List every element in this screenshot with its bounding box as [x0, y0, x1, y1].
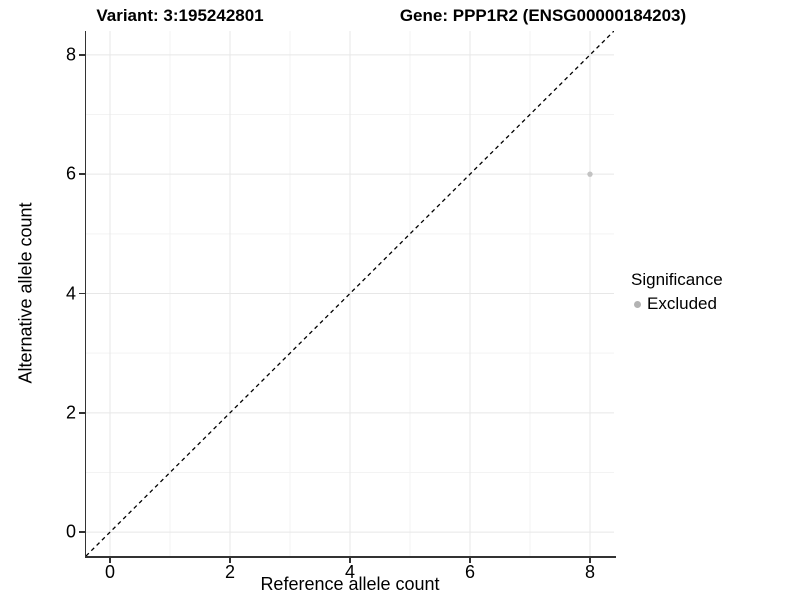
x-tick-mark: [349, 557, 351, 563]
x-axis-line: [84, 556, 616, 558]
x-tick-mark: [589, 557, 591, 563]
y-tick-label: 0: [65, 521, 76, 542]
y-tick-mark: [79, 173, 85, 175]
y-tick-mark: [79, 531, 85, 533]
x-axis-title: Reference allele count: [260, 574, 440, 594]
legend: Significance Excluded: [631, 270, 723, 314]
legend-point-icon: [634, 300, 641, 308]
plot-title-variant: Variant: 3:195242801: [96, 6, 264, 25]
data-point: [587, 171, 593, 177]
y-tick-label: 2: [65, 402, 76, 423]
x-tick-label: 6: [464, 562, 476, 582]
y-tick-label: 6: [65, 163, 76, 184]
y-tick-mark: [79, 54, 85, 56]
y-tick-mark: [79, 292, 85, 295]
plot-panel: [86, 31, 614, 556]
x-tick-mark: [469, 557, 471, 563]
plot-title-gene: Gene: PPP1R2 (ENSG00000184203): [399, 6, 687, 25]
x-tick-mark: [109, 557, 111, 563]
x-tick-label: 4: [344, 562, 356, 582]
x-tick-label: 8: [584, 562, 596, 582]
legend-entry-excluded: Excluded: [631, 294, 723, 314]
y-tick-mark: [79, 412, 85, 414]
y-tick-label: 4: [65, 283, 76, 303]
x-tick-label: 2: [224, 562, 236, 582]
y-axis-title: Alternative allele count: [15, 202, 36, 384]
legend-title: Significance: [631, 270, 723, 289]
y-tick-label: 8: [65, 44, 76, 65]
x-tick-mark: [229, 557, 231, 563]
x-tick-label: 0: [104, 562, 116, 582]
plot-canvas: [86, 31, 614, 556]
y-axis-line: [84, 31, 86, 558]
legend-entry-label: Excluded: [647, 294, 717, 313]
